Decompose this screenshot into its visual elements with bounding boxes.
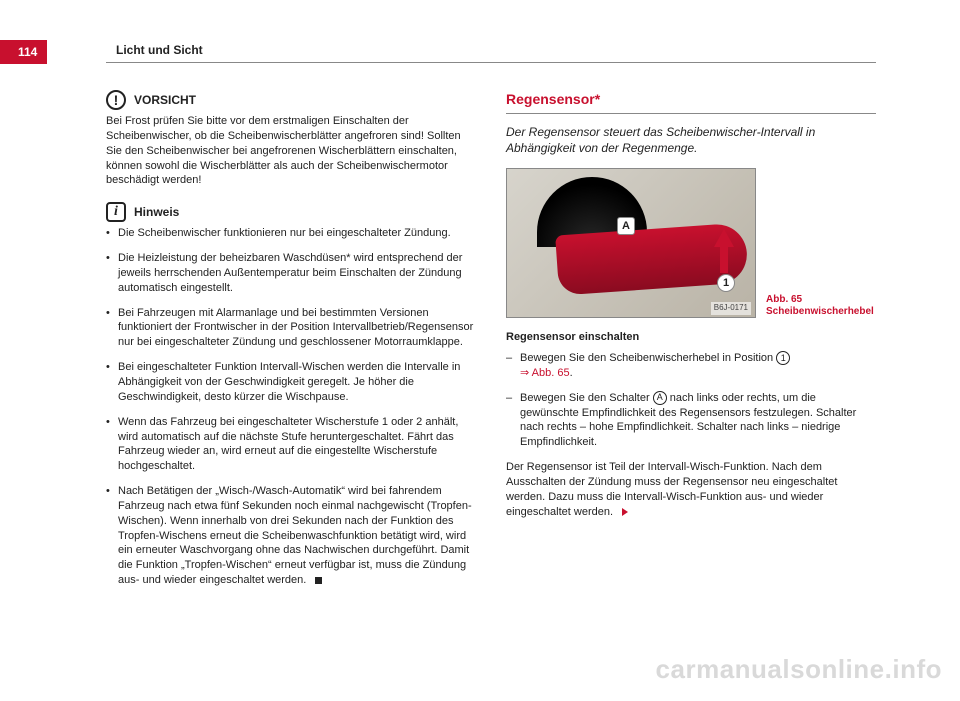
caution-icon: !: [106, 90, 126, 110]
info-icon: i: [106, 202, 126, 222]
section-end-icon: [315, 577, 322, 584]
page-header: Licht und Sicht: [116, 42, 203, 58]
content-columns: ! VORSICHT Bei Frost prüfen Sie bitte vo…: [106, 90, 876, 602]
hinweis-title: Hinweis: [134, 204, 179, 220]
hinweis-item: Die Heizleistung der beheizbaren Waschdü…: [106, 251, 476, 296]
figure-reference: ⇒ Abb. 65: [520, 367, 570, 379]
hinweis-list: Die Scheibenwischer funktionieren nur be…: [106, 226, 476, 588]
watermark: carmanualsonline.info: [656, 652, 942, 687]
hinweis-item-text: Nach Betätigen der „Wisch-/Wasch-Automat…: [118, 485, 472, 586]
hinweis-item: Nach Betätigen der „Wisch-/Wasch-Automat…: [106, 484, 476, 588]
hinweis-header: i Hinweis: [106, 202, 476, 222]
right-column: Regensensor* Der Regensensor steuert das…: [506, 90, 876, 602]
marker-a: A: [617, 217, 635, 235]
vorsicht-title: VORSICHT: [134, 92, 196, 108]
sub-heading: Regensensor einschalten: [506, 330, 876, 345]
section-divider: [506, 113, 876, 114]
figure-id: B6J-0171: [711, 302, 751, 315]
tail-text: Der Regensensor ist Teil der Intervall-W…: [506, 461, 837, 518]
step-item: Bewegen Sie den Scheibenwischerhebel in …: [506, 351, 876, 381]
tail-paragraph: Der Regensensor ist Teil der Intervall-W…: [506, 460, 876, 519]
continue-arrow-icon: [622, 508, 628, 516]
marker-1: 1: [717, 274, 735, 292]
figure-caption: Abb. 65 Scheibenwischerhebel: [766, 294, 866, 318]
step-text: Bewegen Sie den Scheibenwischerhebel in …: [520, 352, 776, 364]
step-text: Bewegen Sie den Schalter: [520, 392, 653, 404]
steps-list: Bewegen Sie den Scheibenwischerhebel in …: [506, 351, 876, 450]
arrow-stem: [720, 245, 728, 273]
vorsicht-block: ! VORSICHT Bei Frost prüfen Sie bitte vo…: [106, 90, 476, 188]
hinweis-item: Die Scheibenwischer funktionieren nur be…: [106, 226, 476, 241]
hinweis-block: i Hinweis Die Scheibenwischer funktionie…: [106, 202, 476, 588]
left-column: ! VORSICHT Bei Frost prüfen Sie bitte vo…: [106, 90, 476, 602]
hinweis-item: Wenn das Fahrzeug bei eingeschalteter Wi…: [106, 415, 476, 474]
inline-marker-a: A: [653, 391, 667, 405]
figure-row: A 1 B6J-0171 Abb. 65 Scheibenwischerhebe…: [506, 168, 876, 318]
vorsicht-header: ! VORSICHT: [106, 90, 476, 110]
figure-65: A 1 B6J-0171: [506, 168, 756, 318]
inline-marker-1: 1: [776, 351, 790, 365]
step-text: .: [570, 367, 573, 379]
lead-text: Der Regensensor steuert das Scheibenwisc…: [506, 124, 876, 156]
vorsicht-text: Bei Frost prüfen Sie bitte vor dem erstm…: [106, 114, 476, 188]
step-item: Bewegen Sie den Schalter A nach links od…: [506, 391, 876, 450]
hinweis-item: Bei eingeschalteter Funktion Intervall-W…: [106, 360, 476, 405]
section-title: Regensensor*: [506, 90, 876, 109]
hinweis-item: Bei Fahrzeugen mit Alarmanlage und bei b…: [106, 306, 476, 351]
header-divider: [106, 62, 876, 63]
page-number-tab: 114: [0, 40, 47, 64]
